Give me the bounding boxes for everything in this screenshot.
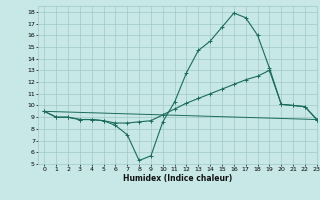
X-axis label: Humidex (Indice chaleur): Humidex (Indice chaleur): [123, 174, 232, 183]
